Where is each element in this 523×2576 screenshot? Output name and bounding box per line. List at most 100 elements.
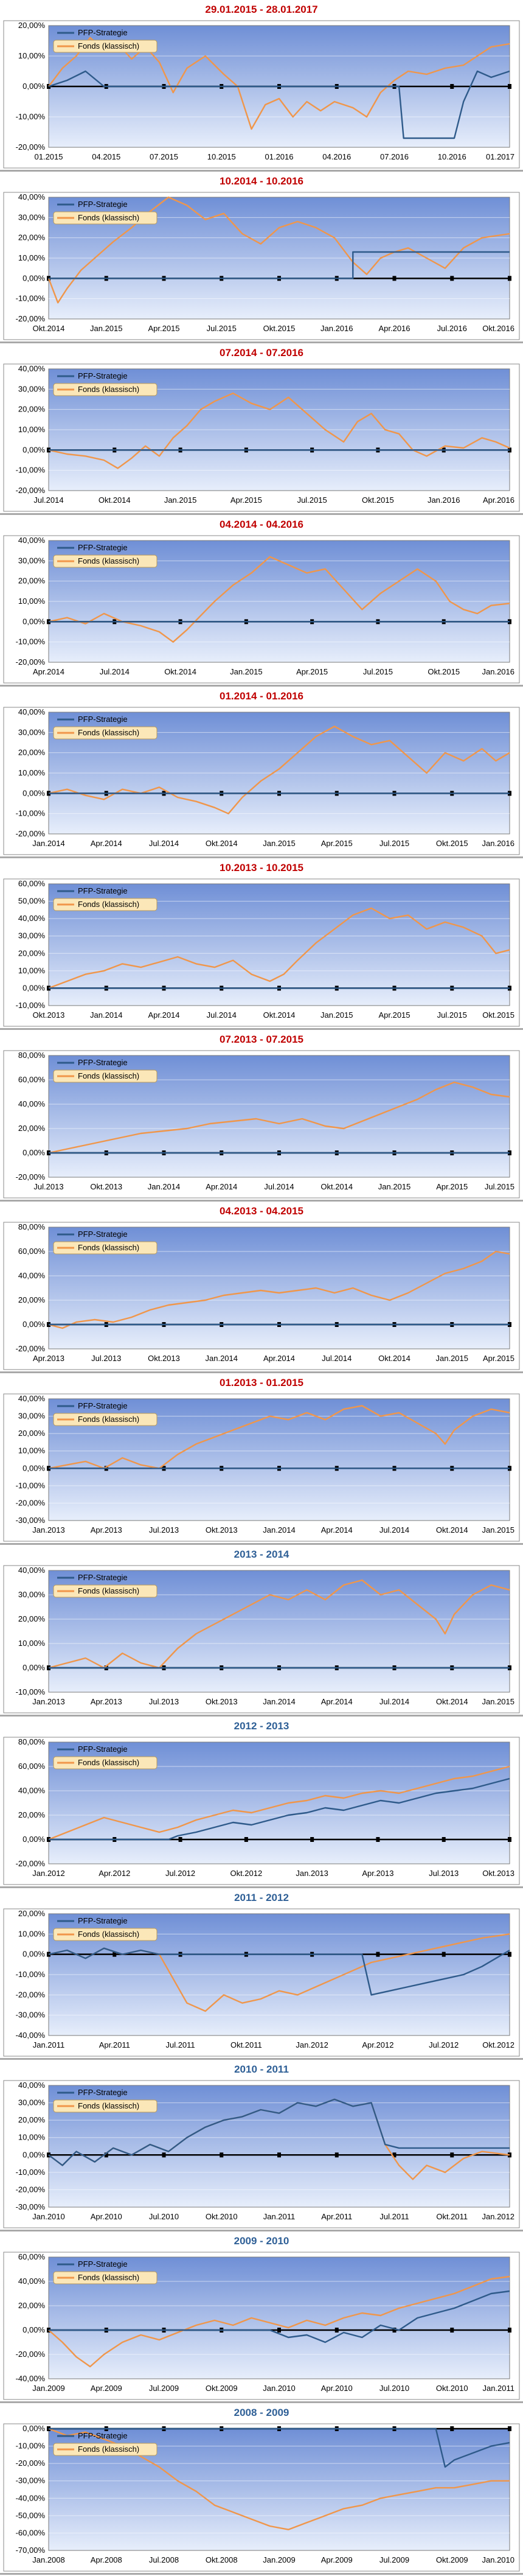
axis-marker — [277, 2328, 281, 2333]
x-tick-label: Apr.2016 — [378, 324, 410, 333]
legend-entry: Fonds (klassisch) — [78, 1415, 139, 1424]
y-tick-label: 20,00% — [18, 1614, 46, 1623]
x-tick-label: Jul.2011 — [165, 2040, 195, 2049]
x-tick-label: Apr.2014 — [148, 1010, 179, 1020]
legend-entry: Fonds (klassisch) — [78, 2101, 139, 2110]
legend-highlight — [53, 383, 158, 396]
x-tick-label: Okt.2015 — [428, 667, 460, 676]
x-tick-label: Jan.2012 — [482, 2212, 515, 2221]
x-tick-label: Jan.2015 — [378, 1182, 411, 1191]
x-tick-label: Okt.2015 — [482, 1010, 514, 1020]
axis-marker — [376, 1951, 380, 1957]
axis-marker — [310, 1837, 314, 1842]
x-tick-label: Jul.2015 — [485, 1182, 514, 1191]
x-tick-label: Okt.2012 — [482, 2040, 514, 2049]
y-tick-label: 40,00% — [18, 536, 46, 545]
x-tick-label: Jan.2008 — [32, 2555, 65, 2564]
y-tick-label: 40,00% — [18, 1566, 46, 1575]
y-tick-label: -20,00% — [16, 1172, 46, 1181]
x-tick-label: Apr.2009 — [321, 2555, 353, 2564]
y-tick-label: 10,00% — [18, 1446, 46, 1455]
y-tick-label: 30,00% — [18, 212, 46, 222]
legend-entry: PFP-Strategie — [78, 371, 128, 380]
y-tick-label: 0,00% — [23, 1835, 45, 1844]
legend-entry: PFP-Strategie — [78, 2431, 128, 2440]
y-tick-label: 0,00% — [23, 1148, 45, 1157]
x-tick-label: Okt.2015 — [263, 324, 296, 333]
chart-title: 2008 - 2009 — [234, 2407, 289, 2418]
x-tick-label: Okt.2013 — [206, 1525, 238, 1535]
chart-panel-6: 60,00% 50,00% 40,00% 30,00% 20,00% 10,00% 0,00… — [0, 858, 523, 1030]
axis-marker — [508, 84, 511, 89]
axis-marker — [450, 84, 454, 89]
y-tick-label: 0,00% — [23, 82, 45, 91]
legend-entry: Fonds (klassisch) — [78, 1586, 139, 1595]
x-tick-label: Jul.2014 — [379, 1525, 409, 1535]
x-tick-label: Apr.2012 — [99, 1869, 130, 1878]
chart-panel-10: 40,00% 30,00% 20,00% 10,00% 0,00% -10,00% Jan.… — [0, 1545, 523, 1717]
legend-entry: PFP-Strategie — [78, 1058, 128, 1067]
chart-panel-12: 20,00% 10,00% 0,00% -10,00% -20,00% -30,00% -4… — [0, 1888, 523, 2060]
x-tick-label: Jul.2013 — [33, 1182, 63, 1191]
chart-svg: 40,00% 30,00% 20,00% 10,00% 0,00% -10,00% -20,… — [3, 1393, 520, 1542]
x-tick-label: Jan.2010 — [32, 2212, 65, 2221]
panel-separator — [0, 2230, 523, 2231]
y-tick-label: 30,00% — [18, 1412, 46, 1421]
x-tick-label: Jan.2014 — [90, 1010, 123, 1020]
x-tick-label: Okt.2013 — [33, 1010, 65, 1020]
x-tick-label: Jul.2015 — [297, 495, 327, 505]
x-tick-label: 10.2015 — [207, 152, 236, 161]
x-tick-label: Jul.2010 — [149, 2212, 179, 2221]
y-tick-label: 10,00% — [18, 51, 46, 60]
legend-highlight — [53, 555, 158, 568]
legend-entry: Fonds (klassisch) — [78, 41, 139, 51]
x-tick-label: Apr.2009 — [91, 2384, 122, 2393]
x-tick-label: Okt.2014 — [206, 839, 238, 848]
x-tick-label: Apr.2015 — [321, 839, 353, 848]
x-tick-label: Apr.2014 — [206, 1182, 237, 1191]
chart-panel-11: 80,00% 60,00% 40,00% 20,00% 0,00% -20,00% Jan.… — [0, 1717, 523, 1888]
x-tick-label: Jul.2014 — [100, 667, 130, 676]
panel-separator — [0, 2573, 523, 2575]
axis-marker — [277, 2152, 281, 2158]
y-tick-label: -20,00% — [16, 2350, 46, 2359]
y-tick-label: -10,00% — [16, 1687, 46, 1696]
axis-marker — [376, 1837, 380, 1842]
x-tick-label: Jan.2016 — [482, 667, 515, 676]
y-tick-label: -30,00% — [16, 2476, 46, 2485]
x-tick-label: Okt.2014 — [436, 1697, 468, 1706]
chart-svg: 40,00% 30,00% 20,00% 10,00% 0,00% -10,00% -20,… — [3, 535, 520, 684]
series-line-pfp-strategie — [48, 2098, 510, 2166]
axis-marker — [442, 1837, 446, 1842]
x-tick-label: Jan.2015 — [263, 839, 296, 848]
series-line-fonds-klassisch — [48, 1765, 510, 1841]
chart-svg: 40,00% 30,00% 20,00% 10,00% 0,00% -10,00% -20,… — [3, 707, 520, 855]
legend-entry: PFP-Strategie — [78, 2088, 128, 2097]
x-tick-label: 01.2015 — [35, 152, 63, 161]
y-tick-label: 0,00% — [23, 1320, 45, 1329]
y-tick-label: -10,00% — [16, 2441, 46, 2451]
series-line-fonds-klassisch — [48, 907, 510, 989]
x-tick-label: Apr.2015 — [483, 1354, 514, 1363]
y-tick-label: -20,00% — [16, 1859, 46, 1868]
x-tick-label: Jan.2014 — [263, 1697, 296, 1706]
axis-marker — [178, 1837, 182, 1842]
panel-separator — [0, 856, 523, 858]
x-tick-label: Jan.2014 — [206, 1354, 238, 1363]
x-tick-label: Okt.2014 — [263, 1010, 296, 1020]
axis-marker — [508, 1951, 511, 1957]
x-tick-label: Apr.2013 — [362, 1869, 393, 1878]
y-tick-label: -20,00% — [16, 657, 46, 667]
series-line-fonds-klassisch — [48, 1250, 510, 1329]
legend-entry: Fonds (klassisch) — [78, 1071, 139, 1080]
y-tick-label: 40,00% — [18, 707, 46, 716]
x-tick-label: Apr.2015 — [296, 667, 328, 676]
x-tick-label: Jul.2015 — [437, 1010, 467, 1020]
series-line-pfp-strategie — [48, 1947, 510, 1996]
y-tick-label: -30,00% — [16, 2202, 46, 2211]
series-line-fonds-klassisch — [48, 392, 510, 469]
x-tick-label: Jan.2010 — [263, 2384, 296, 2393]
x-tick-label: Okt.2014 — [320, 1182, 353, 1191]
x-tick-label: Jul.2014 — [33, 495, 63, 505]
series-line-fonds-klassisch — [48, 556, 510, 643]
